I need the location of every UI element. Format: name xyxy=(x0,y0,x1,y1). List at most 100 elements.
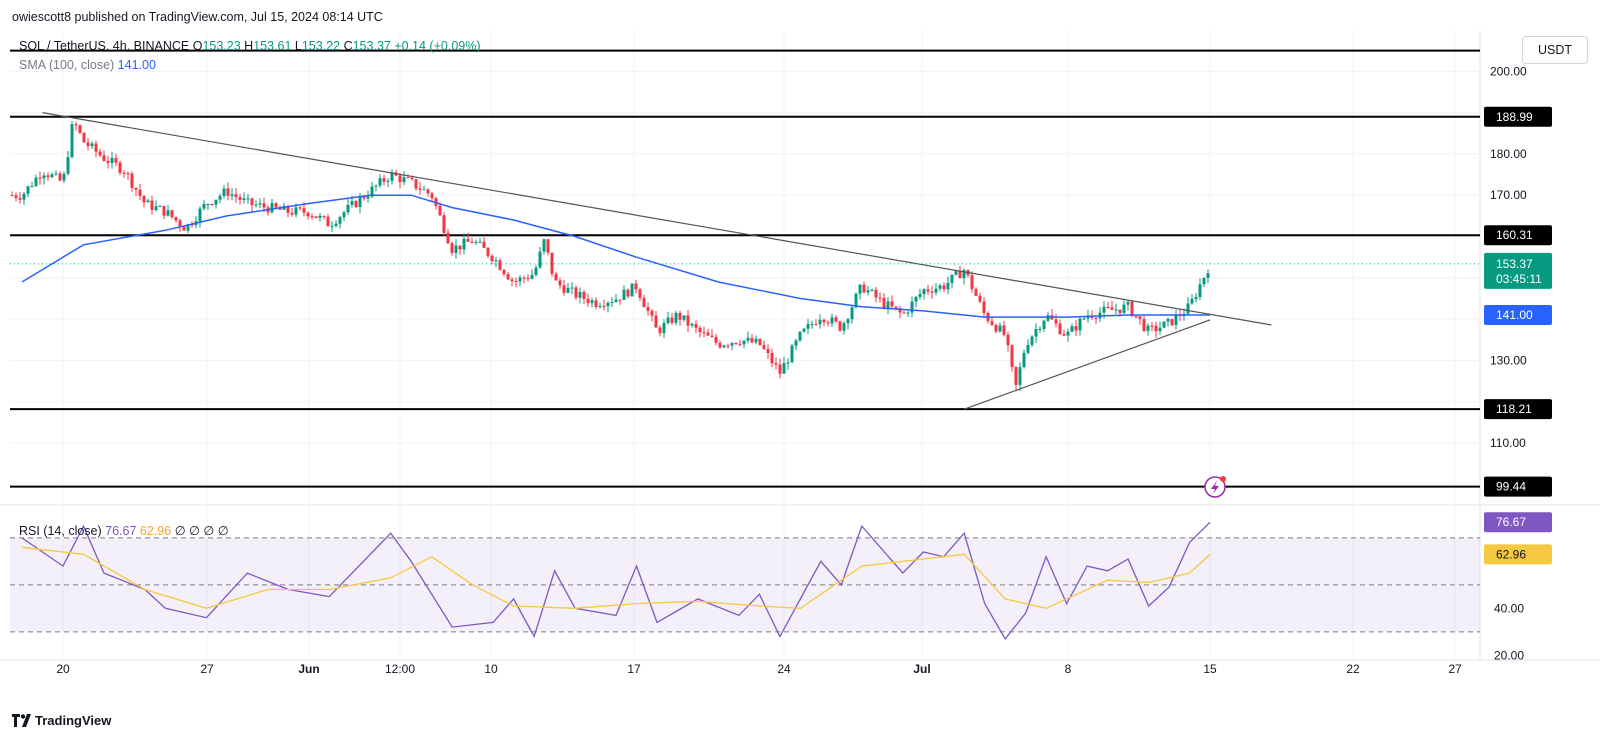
candle xyxy=(170,209,174,219)
rsi-ma-badge-text: 62.96 xyxy=(1496,547,1526,561)
candle xyxy=(978,292,982,304)
rsi-badge xyxy=(1484,512,1552,533)
candle xyxy=(530,269,534,280)
level-label-0: 99.44 xyxy=(1496,480,1526,494)
candle xyxy=(802,327,806,333)
price-tick-0: 110.00 xyxy=(1490,436,1526,450)
time-tick-1: 27 xyxy=(200,662,214,676)
candle xyxy=(366,190,370,203)
candle xyxy=(902,310,906,314)
candle xyxy=(90,141,94,150)
candle xyxy=(206,203,210,210)
open-label: O xyxy=(192,39,203,53)
candle xyxy=(322,215,326,220)
candle xyxy=(110,151,114,169)
candle xyxy=(662,319,666,339)
candle xyxy=(630,283,634,297)
candle xyxy=(102,150,106,162)
candle xyxy=(1094,316,1098,325)
candle xyxy=(1058,319,1062,335)
candle xyxy=(22,191,26,205)
candle xyxy=(998,322,1002,333)
rsi-ma-badge xyxy=(1484,544,1552,565)
candle xyxy=(330,221,334,232)
publish-info: owiescott8 published on TradingView.com,… xyxy=(12,10,383,24)
candle xyxy=(14,192,18,202)
low-label: L xyxy=(294,39,302,53)
candle xyxy=(554,271,558,281)
candle xyxy=(414,178,418,191)
sma-price-text: 141.00 xyxy=(1496,308,1533,322)
candle xyxy=(678,310,682,326)
candle xyxy=(54,170,58,176)
candle xyxy=(898,305,902,319)
candle xyxy=(690,322,694,328)
candle xyxy=(58,171,62,182)
level-label-bg-2 xyxy=(1484,225,1552,246)
candle xyxy=(806,318,810,335)
candle xyxy=(466,232,470,242)
countdown-text: 03:45:11 xyxy=(1496,272,1542,286)
candle xyxy=(178,218,182,232)
candle xyxy=(474,239,478,245)
candle xyxy=(130,171,134,192)
candle xyxy=(1158,321,1162,336)
candle xyxy=(626,288,630,299)
candle xyxy=(1002,320,1006,337)
candle xyxy=(610,297,614,307)
candle xyxy=(938,283,942,292)
candle xyxy=(618,299,622,305)
candle xyxy=(606,301,610,313)
candle xyxy=(1142,314,1146,333)
candle xyxy=(958,265,962,279)
candle xyxy=(438,202,442,216)
time-tick-10: 22 xyxy=(1346,662,1360,676)
candle xyxy=(982,297,986,317)
open-value: 153.23 xyxy=(202,39,241,53)
candle xyxy=(234,187,238,203)
candle xyxy=(1010,344,1014,372)
tradingview-logo-text: TradingView xyxy=(35,713,112,729)
candle xyxy=(1106,301,1110,310)
candle xyxy=(1038,326,1042,333)
rsi-value: 76.67 xyxy=(105,524,137,538)
candle xyxy=(770,348,774,368)
candle xyxy=(874,287,878,303)
candle xyxy=(162,205,166,220)
candle xyxy=(882,293,886,310)
trendline-1 xyxy=(964,319,1211,410)
candle xyxy=(258,198,262,208)
candle xyxy=(1186,297,1190,315)
candle xyxy=(250,197,254,212)
candle xyxy=(622,285,626,301)
candle xyxy=(398,173,402,189)
rsi-extra: ∅ ∅ ∅ ∅ xyxy=(174,524,229,538)
candle xyxy=(682,315,686,322)
currency-button[interactable]: USDT xyxy=(1522,36,1588,64)
time-tick-6: 24 xyxy=(777,662,791,676)
candle xyxy=(298,206,302,211)
candle xyxy=(858,284,862,300)
close-label: C xyxy=(343,39,353,53)
candle xyxy=(202,199,206,211)
candle xyxy=(970,271,974,293)
candle xyxy=(146,198,150,203)
candle xyxy=(910,296,914,318)
level-label-bg-3 xyxy=(1484,106,1552,127)
candle xyxy=(34,174,38,188)
candle xyxy=(38,171,42,185)
candle xyxy=(726,343,730,349)
candle xyxy=(402,171,406,186)
candle xyxy=(926,284,930,296)
candle xyxy=(558,277,562,289)
candle xyxy=(314,216,318,219)
candle xyxy=(382,174,386,186)
candle xyxy=(386,178,390,188)
trendline-0 xyxy=(42,112,1272,326)
candle xyxy=(230,188,234,201)
candle xyxy=(934,283,938,296)
candle xyxy=(42,172,46,185)
tradingview-logo[interactable]: TradingView xyxy=(12,712,111,728)
price-tick-3: 170.00 xyxy=(1490,188,1527,202)
